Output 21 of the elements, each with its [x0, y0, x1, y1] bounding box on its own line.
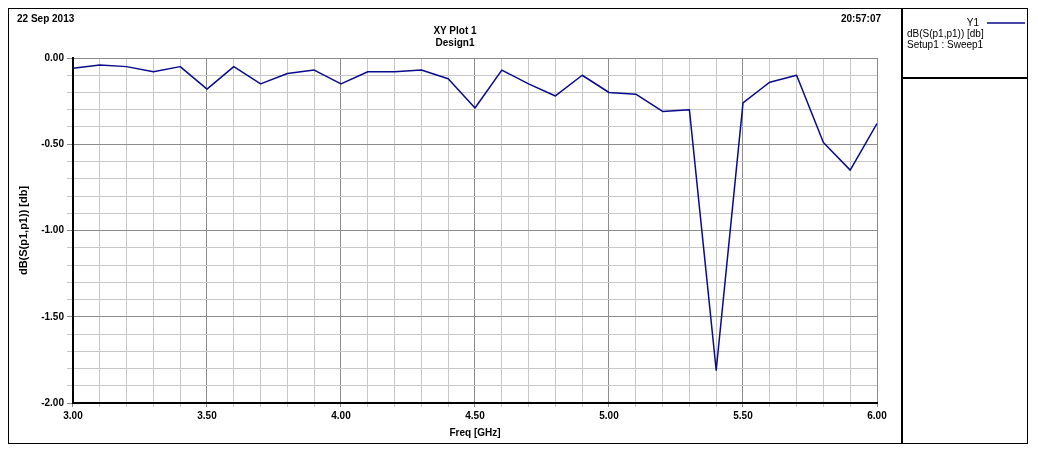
x-tick-label: 5.50	[733, 409, 754, 421]
y-tick-label: -2.00	[41, 396, 65, 408]
legend-label: Y1	[966, 17, 979, 28]
x-tick-label: 4.00	[331, 409, 352, 421]
text: 20:57:07	[840, 13, 881, 24]
x-tick-label: 4.50	[465, 409, 486, 421]
y-tick-label: 0.00	[44, 51, 65, 63]
chart-title: XY Plot 1	[432, 25, 478, 37]
x-tick-label: 3.00	[63, 409, 84, 421]
x-axis-title: Freq [GHz]	[449, 426, 501, 438]
y-tick-label: -1.50	[41, 310, 65, 322]
text: 22 Sep 2013	[17, 13, 75, 24]
x-tick-label: 6.00	[867, 409, 888, 421]
x-tick-label: 5.00	[599, 409, 620, 421]
chart-subtitle: Design1	[434, 37, 476, 49]
text: dB(S(p1,p1)) [db]	[907, 28, 985, 39]
y-tick-label: -0.50	[41, 138, 65, 149]
text: Setup1 : Sweep1	[907, 39, 985, 50]
y-tick-label: -1.00	[41, 224, 65, 236]
x-tick-label: 3.50	[197, 409, 218, 421]
y-axis-title: dB(S(p1,p1)) [db]	[16, 185, 29, 276]
